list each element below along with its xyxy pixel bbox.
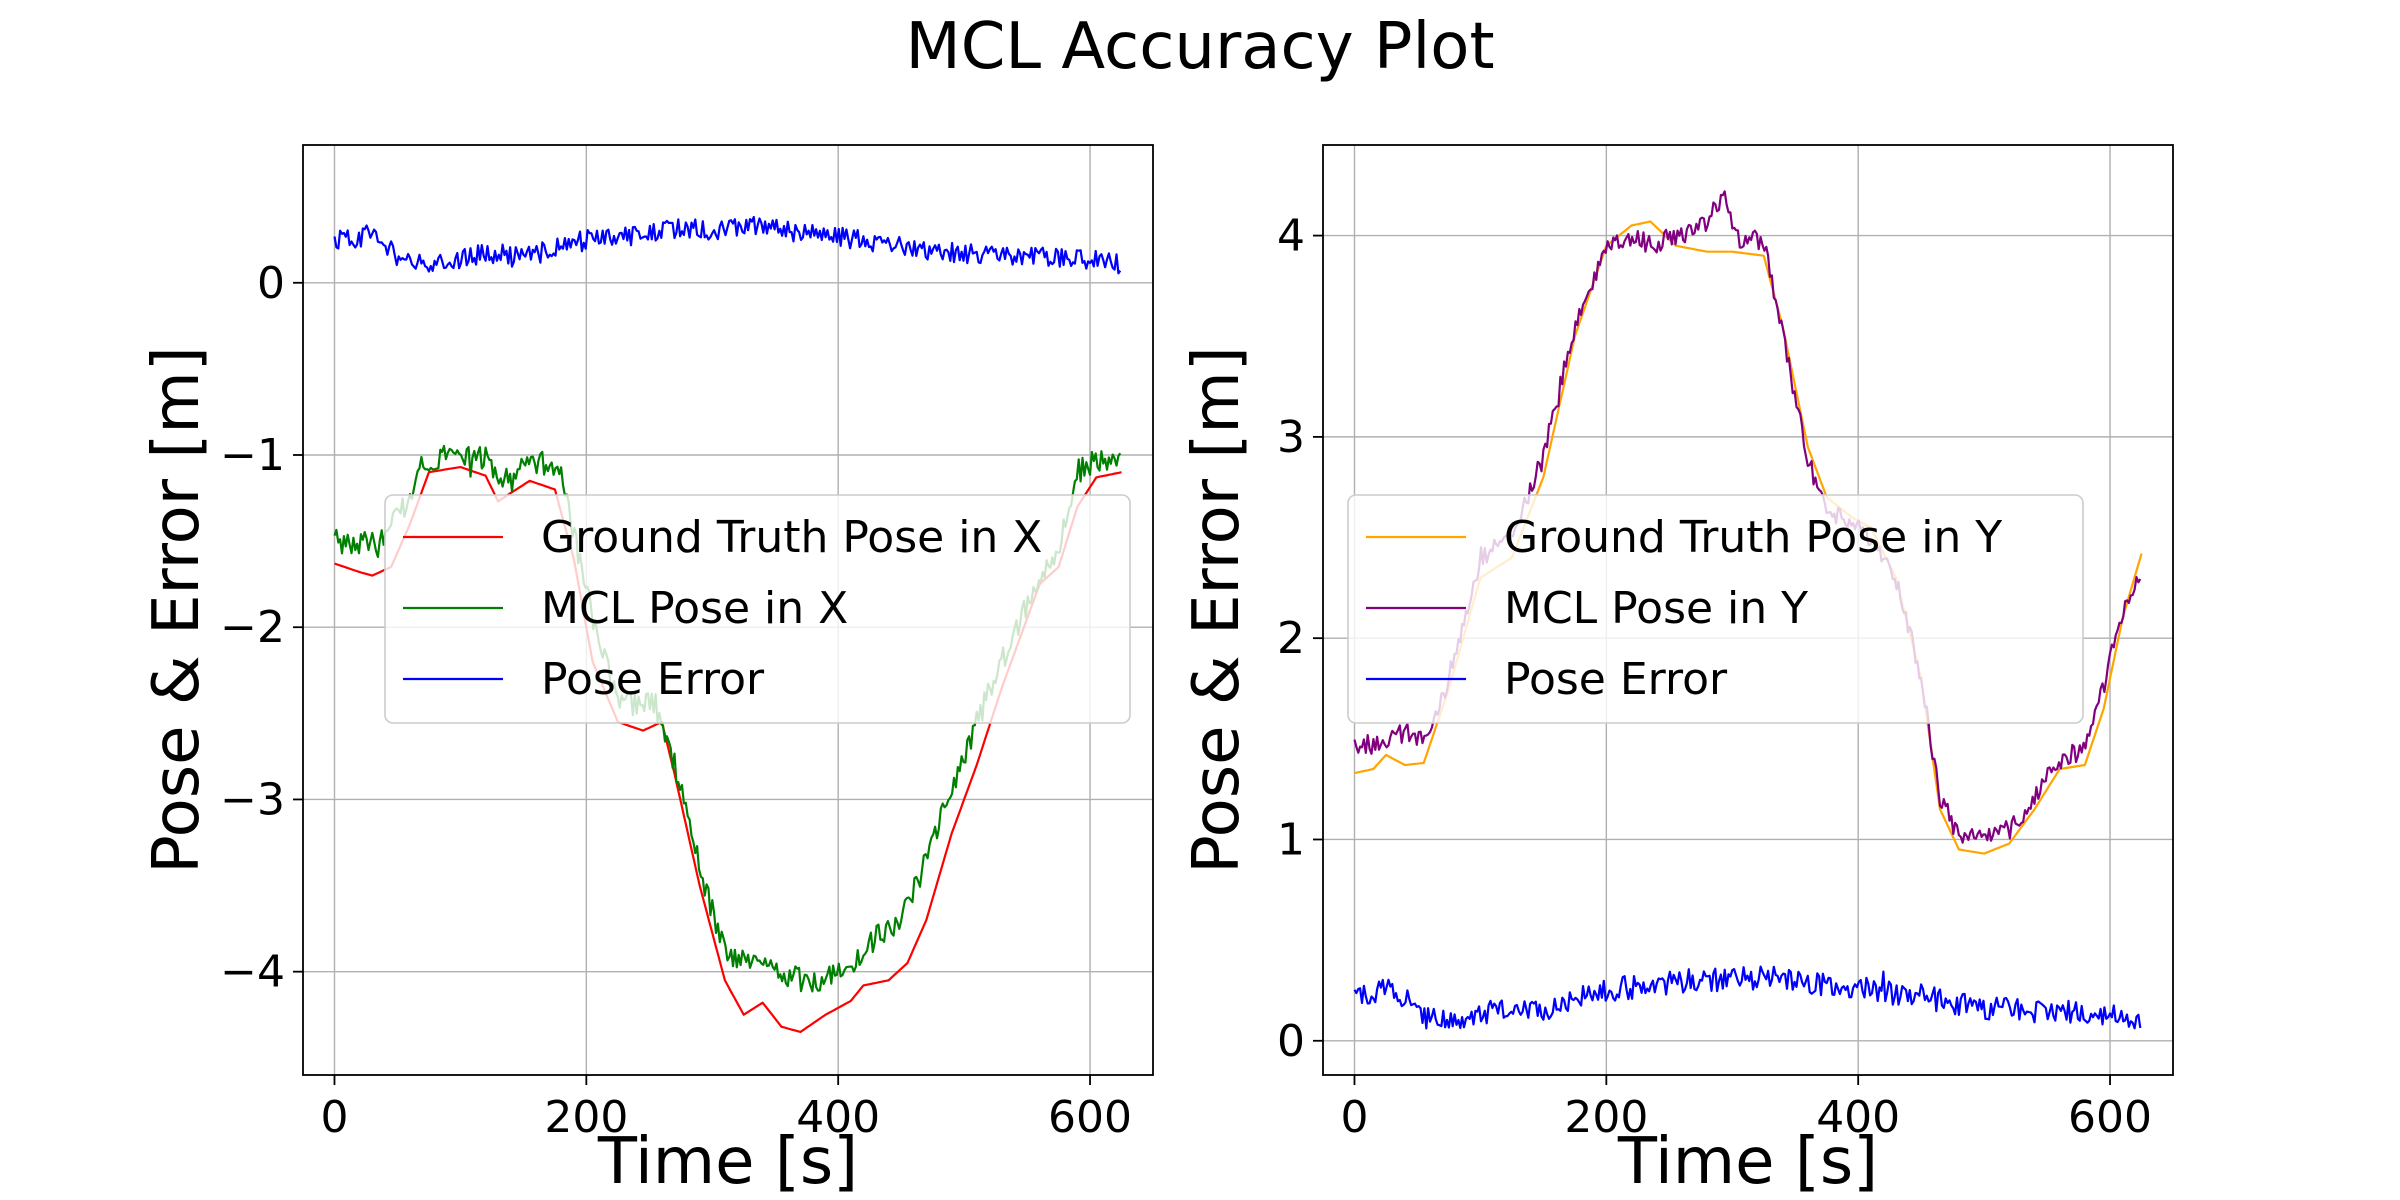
legend: Ground Truth Pose in Y MCL Pose in Y Pose … <box>1347 494 2084 724</box>
y-tick-label: −3 <box>220 774 285 825</box>
x-tick-label: 0 <box>1340 1092 1368 1143</box>
x-tick-label: 200 <box>544 1092 628 1143</box>
x-axis-label: Time [s] <box>597 1125 858 1199</box>
y-tick-label: 4 <box>1277 211 1305 262</box>
x-axis-label: Time [s] <box>1617 1125 1878 1199</box>
legend-label: MCL Pose in X <box>541 583 848 634</box>
y-tick-label: 3 <box>1277 412 1305 463</box>
x-tick-label: 0 <box>320 1092 348 1143</box>
x-tick-label: 600 <box>2068 1092 2152 1143</box>
x-axis: 0 200 400 600 <box>320 1075 1132 1143</box>
series-line <box>1353 965 2142 1030</box>
y-axis-label: Pose & Error [m] <box>140 346 214 873</box>
y-tick-label: −1 <box>220 430 285 481</box>
plot-area <box>1322 144 2174 1076</box>
x-tick-label: 400 <box>1816 1092 1900 1143</box>
y-axis: −4 −3 −2 −1 0 <box>220 258 303 998</box>
legend-frame <box>384 494 1131 724</box>
figure-title: MCL Accuracy Plot <box>905 10 1494 84</box>
series-line <box>333 215 1122 275</box>
legend-label: Ground Truth Pose in X <box>541 512 1042 563</box>
y-tick-label: 1 <box>1277 814 1305 865</box>
y-tick-label: 0 <box>1277 1016 1305 1067</box>
x-tick-label: 600 <box>1048 1092 1132 1143</box>
subplot-2: 0 200 400 600 0 1 2 3 4 Time [s] Pose & Error [m] G… <box>1180 144 2174 1199</box>
x-axis: 0 200 400 600 <box>1340 1075 2152 1143</box>
y-axis: 0 1 2 3 4 <box>1277 211 1323 1067</box>
legend-label: Ground Truth Pose in Y <box>1504 512 2002 563</box>
y-axis-label: Pose & Error [m] <box>1180 346 1254 873</box>
y-tick-label: −2 <box>220 602 285 653</box>
y-tick-label: −4 <box>220 947 285 998</box>
legend: Ground Truth Pose in X MCL Pose in X Pose … <box>384 494 1131 724</box>
subplot-1: 0 200 400 600 −4 −3 −2 −1 0 Time [s] Pose & Error … <box>140 144 1154 1199</box>
legend-frame <box>1347 494 2084 724</box>
x-tick-label: 400 <box>796 1092 880 1143</box>
y-tick-label: 2 <box>1277 613 1305 664</box>
plot-area <box>302 144 1154 1076</box>
y-tick-label: 0 <box>257 258 285 309</box>
legend-label: MCL Pose in Y <box>1504 583 1808 634</box>
legend-label: Pose Error <box>541 654 765 705</box>
legend-label: Pose Error <box>1504 654 1728 705</box>
x-tick-label: 200 <box>1564 1092 1648 1143</box>
